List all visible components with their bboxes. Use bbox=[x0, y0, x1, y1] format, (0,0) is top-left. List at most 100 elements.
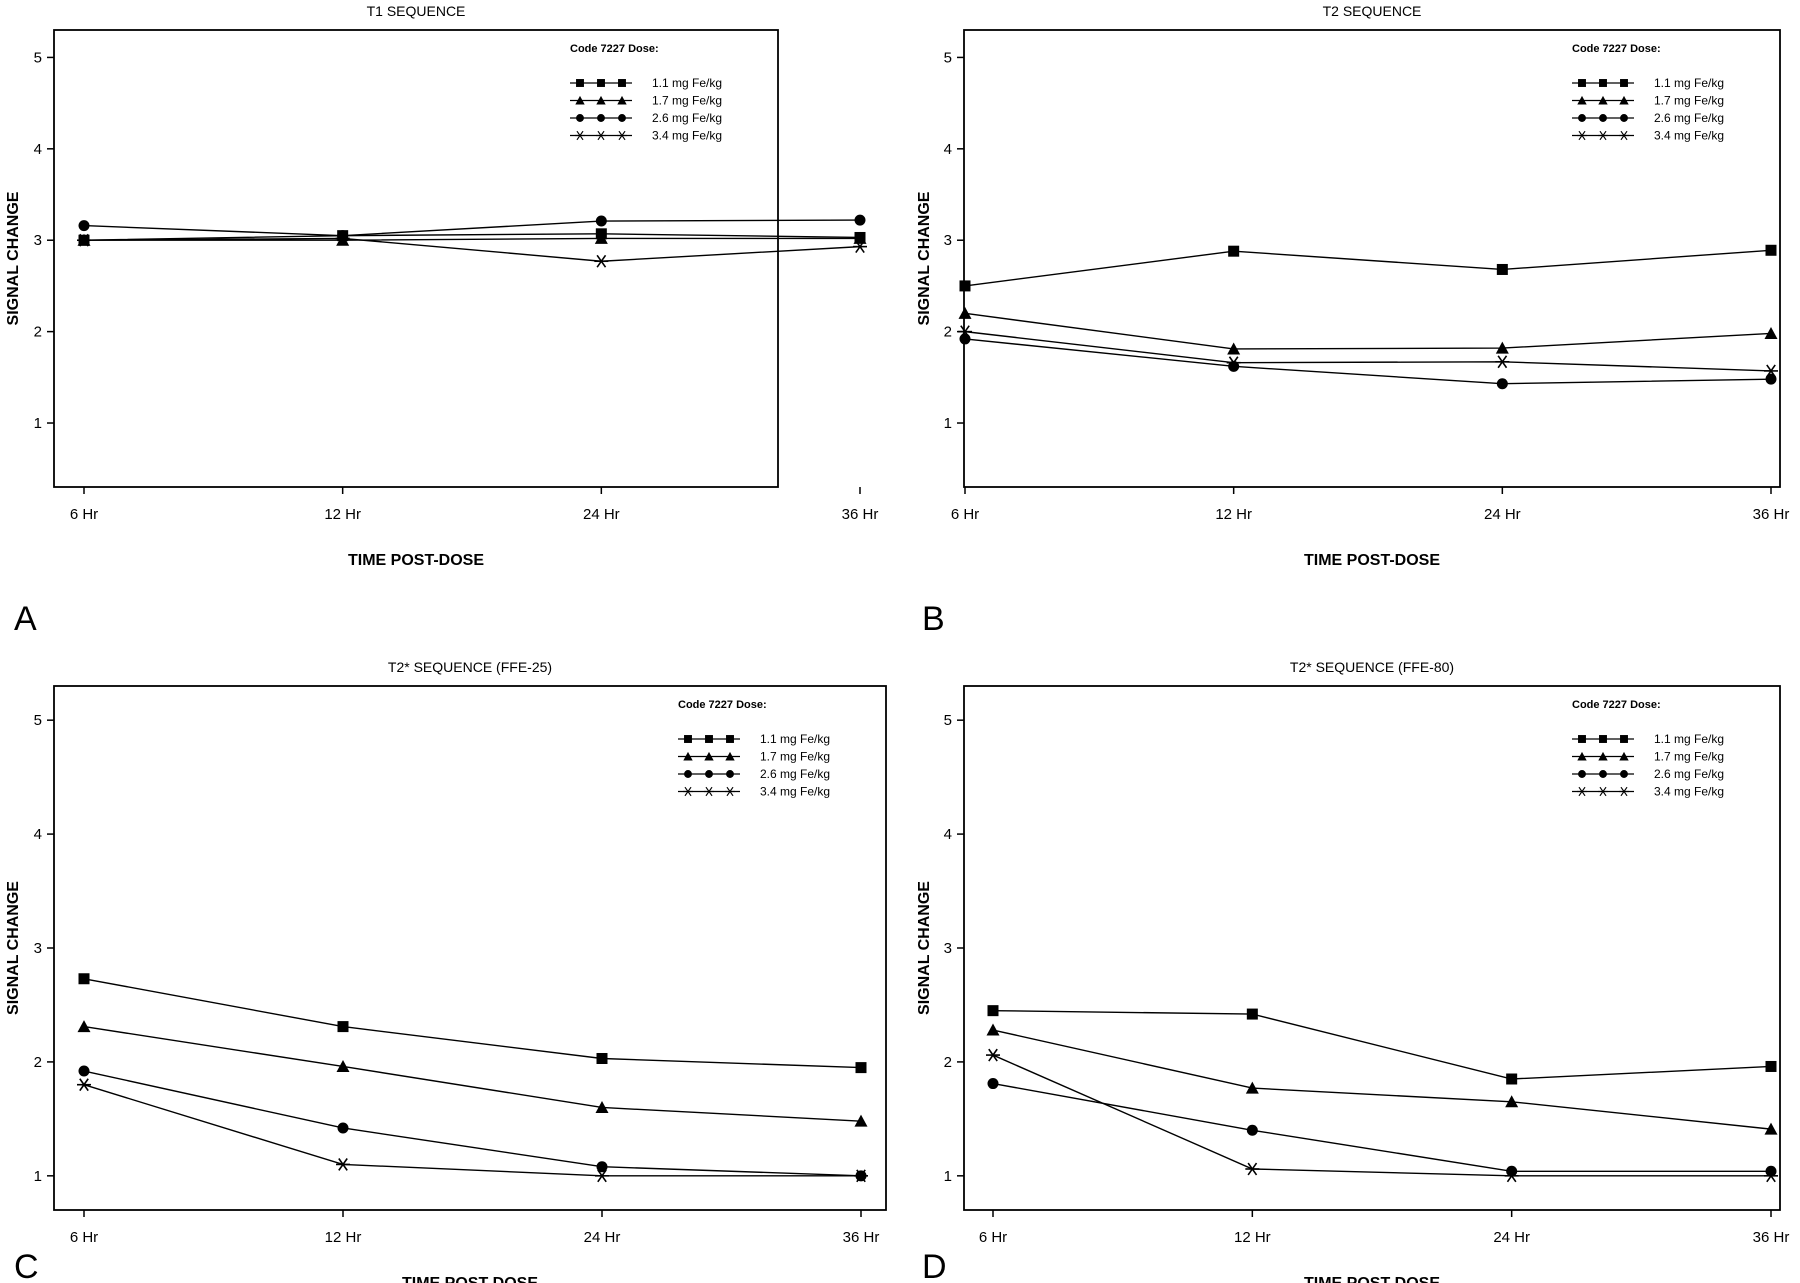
y-tick-label: 2 bbox=[34, 324, 42, 341]
legend-marker-group bbox=[1578, 770, 1586, 778]
data-point-square bbox=[1765, 244, 1777, 256]
y-tick-label: 2 bbox=[34, 1054, 42, 1071]
legend-label: 1.7 mg Fe/kg bbox=[652, 94, 722, 108]
x-tick-label: 6 Hr bbox=[70, 1229, 98, 1246]
legend-marker-group bbox=[1620, 79, 1628, 87]
series-line-square bbox=[83, 978, 862, 1069]
series-line-circle bbox=[83, 219, 861, 237]
legend-marker-group bbox=[597, 114, 605, 122]
data-point-circle bbox=[959, 333, 971, 345]
data-point-triangle bbox=[336, 1059, 350, 1072]
data-point-asterisk bbox=[336, 1158, 350, 1171]
legend-marker-circle bbox=[726, 770, 734, 778]
data-point-triangle bbox=[1495, 341, 1509, 354]
y-tick-label: 1 bbox=[944, 1168, 952, 1185]
y-axis-title: SIGNAL CHANGE bbox=[916, 191, 933, 325]
chart-panel-c: T2* SEQUENCE (FFE-25) 1 2 3 4 5 6 Hr 12 Hr 24 Hr… bbox=[5, 659, 887, 1283]
y-tick-label: 1 bbox=[34, 1168, 42, 1185]
series-line-circle bbox=[83, 1070, 862, 1177]
series-line-square bbox=[964, 249, 1772, 287]
legend-marker-group bbox=[1620, 735, 1628, 743]
legend-marker-group bbox=[617, 95, 627, 105]
x-tick-label: 12 Hr bbox=[325, 1229, 362, 1246]
x-tick-label: 36 Hr bbox=[1753, 1229, 1790, 1246]
legend-marker-circle bbox=[1620, 770, 1628, 778]
x-tick-label: 36 Hr bbox=[1753, 506, 1790, 523]
legend-marker-group bbox=[682, 786, 694, 797]
plot-frame bbox=[53, 29, 779, 488]
series-line-circle bbox=[964, 338, 1772, 385]
series-line-asterisk bbox=[83, 1084, 861, 1177]
legend: Code 7227 Dose: 1.1 mg Fe/kg 1.7 mg Fe/kg 2… bbox=[1572, 699, 1724, 799]
legend-marker-square bbox=[1578, 79, 1586, 87]
legend-marker-group bbox=[684, 770, 692, 778]
legend-marker-square bbox=[1599, 735, 1607, 743]
legend-marker-asterisk bbox=[574, 130, 586, 141]
data-point-asterisk bbox=[1764, 364, 1778, 378]
y-tick-label: 4 bbox=[944, 141, 952, 158]
data-point-square bbox=[987, 1005, 999, 1017]
plot-frame bbox=[963, 29, 1781, 488]
chart-panel-b: T2 SEQUENCE 1 2 3 4 5 6 Hr 12 Hr 24 Hr 36 Hr TIME … bbox=[916, 3, 1789, 638]
legend-marker-triangle bbox=[1619, 95, 1629, 105]
series-line-square bbox=[992, 1009, 1772, 1080]
data-point-asterisk bbox=[853, 240, 867, 254]
legend-marker-triangle bbox=[1619, 751, 1629, 761]
series-line-square bbox=[83, 233, 861, 241]
data-point-triangle bbox=[1245, 1081, 1259, 1094]
legend-marker-group bbox=[683, 751, 693, 761]
legend-marker-asterisk bbox=[682, 786, 694, 797]
legend: Code 7227 Dose: 1.1 mg Fe/kg 1.7 mg Fe/kg 2… bbox=[678, 699, 830, 799]
legend-marker-asterisk bbox=[1597, 786, 1609, 797]
x-axis-title: TIME POST-DOSE bbox=[1304, 1275, 1440, 1283]
legend-marker-group bbox=[597, 79, 605, 87]
data-point-triangle bbox=[1227, 342, 1241, 355]
data-point-circle bbox=[1765, 1165, 1777, 1177]
series-line-asterisk bbox=[964, 330, 1772, 372]
legend-marker-circle bbox=[1578, 770, 1586, 778]
y-axis-title: SIGNAL CHANGE bbox=[5, 881, 22, 1015]
series-line-triangle bbox=[964, 312, 1772, 350]
legend-marker-group bbox=[574, 130, 586, 141]
y-tick-label: 2 bbox=[944, 1054, 952, 1071]
legend-label: 1.7 mg Fe/kg bbox=[760, 750, 830, 764]
data-point-square bbox=[959, 280, 971, 292]
y-tick-label: 5 bbox=[944, 49, 952, 66]
legend-marker-group bbox=[1599, 770, 1607, 778]
x-tick-label: 24 Hr bbox=[1493, 1229, 1530, 1246]
y-tick-label: 1 bbox=[944, 415, 952, 432]
legend-marker-square bbox=[576, 79, 584, 87]
data-point-triangle bbox=[595, 1100, 609, 1113]
legend-marker-group bbox=[1578, 79, 1586, 87]
series-line-asterisk bbox=[83, 237, 861, 262]
x-tick-label: 24 Hr bbox=[583, 506, 620, 523]
panel-letter: C bbox=[14, 1248, 39, 1283]
legend-marker-circle bbox=[1599, 114, 1607, 122]
legend-marker-group bbox=[726, 735, 734, 743]
legend-marker-group bbox=[1619, 751, 1629, 761]
x-tick-label: 6 Hr bbox=[979, 1229, 1007, 1246]
legend-marker-group bbox=[725, 751, 735, 761]
data-point-triangle bbox=[77, 1020, 91, 1033]
x-tick-label: 36 Hr bbox=[842, 506, 879, 523]
y-tick-label: 5 bbox=[944, 712, 952, 729]
x-axis-title: TIME POST-DOSE bbox=[1304, 552, 1440, 569]
legend-title: Code 7227 Dose: bbox=[1572, 43, 1661, 55]
y-tick-label: 1 bbox=[34, 415, 42, 432]
legend-marker-group bbox=[1577, 95, 1587, 105]
legend-marker-triangle bbox=[596, 95, 606, 105]
legend-marker-group bbox=[1598, 751, 1608, 761]
data-point-square bbox=[1506, 1073, 1518, 1085]
legend-marker-group bbox=[1599, 79, 1607, 87]
legend-marker-asterisk bbox=[1618, 786, 1630, 797]
legend-marker-circle bbox=[1620, 114, 1628, 122]
legend-marker-triangle bbox=[1577, 95, 1587, 105]
legend-marker-triangle bbox=[1598, 95, 1608, 105]
x-tick-label: 24 Hr bbox=[584, 1229, 621, 1246]
legend-marker-square bbox=[597, 79, 605, 87]
legend-label: 3.4 mg Fe/kg bbox=[652, 129, 722, 143]
legend-marker-group bbox=[1577, 751, 1587, 761]
data-point-triangle bbox=[1505, 1095, 1519, 1108]
chart-title: T2* SEQUENCE (FFE-80) bbox=[1290, 659, 1454, 675]
y-tick-label: 4 bbox=[34, 826, 42, 843]
